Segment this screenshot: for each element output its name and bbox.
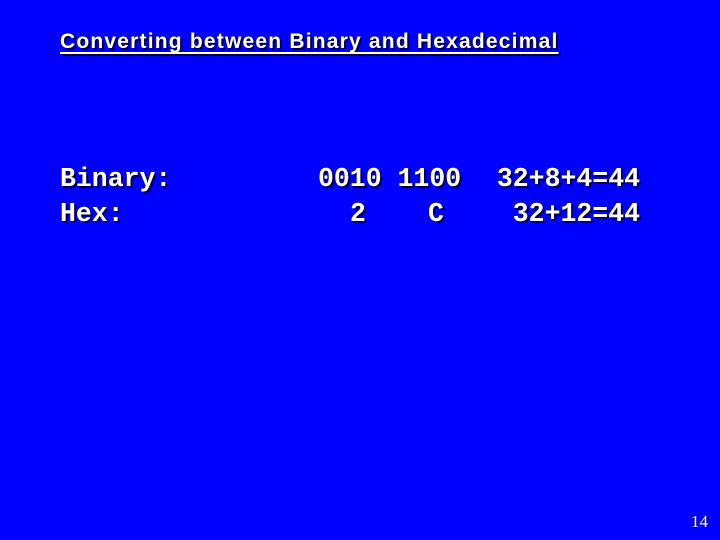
binary-sum: 32+8+4=44: [496, 164, 640, 194]
page-number: 14: [691, 512, 708, 531]
hex-digit-low: C: [428, 199, 444, 229]
hex-row-label: Hex:: [60, 199, 124, 229]
binary-row-label: Binary:: [60, 164, 172, 194]
binary-value: 0010 1100: [318, 164, 462, 194]
hex-sum: 32+12=44: [512, 199, 640, 229]
slide-title: Converting between Binary and Hexadecima…: [60, 30, 559, 53]
hex-digit-high: 2: [350, 199, 366, 229]
